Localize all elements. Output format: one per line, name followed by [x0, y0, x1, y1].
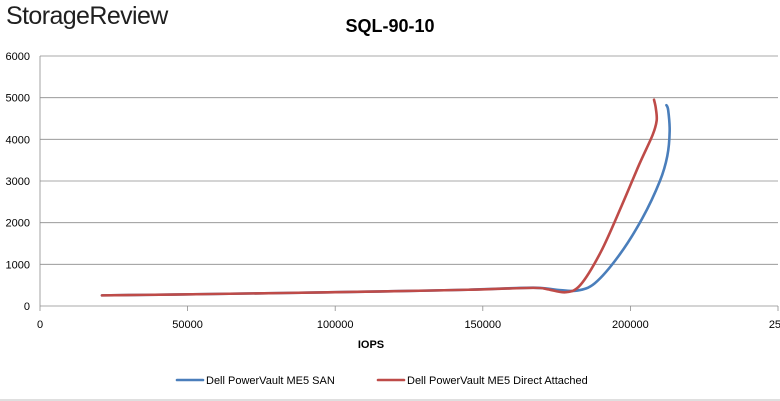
- legend: Dell PowerVault ME5 SAN Dell PowerVault M…: [175, 375, 588, 387]
- x-tick-label: 150000: [464, 319, 501, 331]
- axes: [39, 56, 779, 311]
- brand-logo: StorageReview: [6, 2, 168, 30]
- x-tick-label: 250: [769, 319, 780, 331]
- y-tick-label: 1000: [6, 259, 30, 271]
- legend-label-1: Dell PowerVault ME5 SAN: [206, 375, 335, 387]
- y-tick-label: 2000: [6, 218, 30, 230]
- series-line-2: [100, 98, 659, 297]
- chart-title: SQL-90-10: [345, 16, 435, 36]
- y-tick-label: 4000: [6, 134, 30, 146]
- series-lines: [100, 98, 671, 297]
- x-axis-title: IOPS: [358, 339, 384, 351]
- x-tick-label: 100000: [317, 319, 354, 331]
- y-tick-label: 0: [24, 301, 30, 313]
- x-tick-label: 200000: [612, 319, 649, 331]
- y-tick-label: 6000: [6, 51, 30, 63]
- gridlines: [40, 55, 778, 265]
- y-tick-label: 3000: [6, 176, 30, 188]
- series-line-1: [100, 103, 671, 297]
- x-tick-label: 50000: [172, 319, 203, 331]
- legend-label-2: Dell PowerVault ME5 Direct Attached: [407, 375, 588, 387]
- x-tick-label: 0: [37, 319, 43, 331]
- tick-labels: 0 1000 2000 3000 4000 5000 6000 0 50000 100000 150…: [6, 51, 780, 331]
- y-tick-label: 5000: [6, 93, 30, 105]
